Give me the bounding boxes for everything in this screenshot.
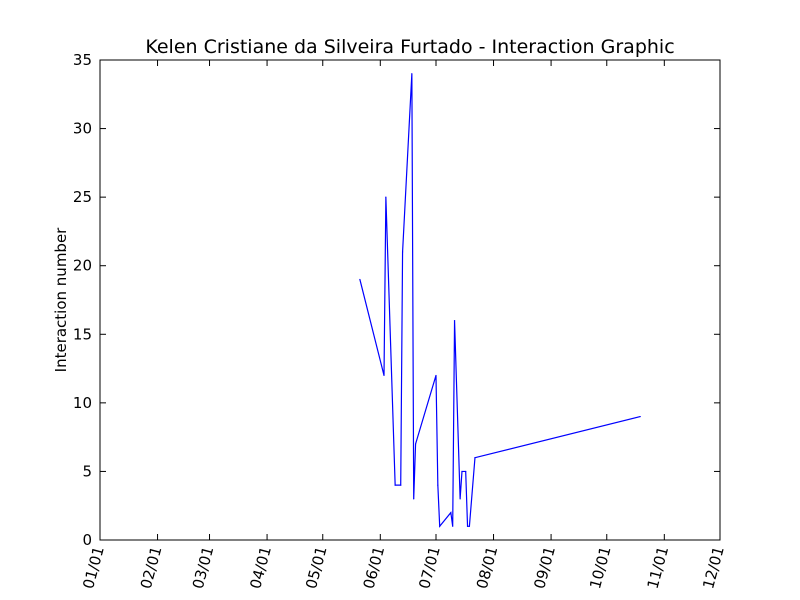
- data-point: [414, 443, 417, 445]
- data-point: [450, 511, 452, 514]
- x-tick-label: 09/01: [530, 544, 559, 590]
- series-line: [359, 73, 641, 528]
- x-tick-label: 06/01: [360, 544, 389, 590]
- y-axis-label: Interaction number: [52, 227, 70, 373]
- data-point: [452, 525, 454, 527]
- x-tick-label: 12/01: [699, 544, 728, 590]
- y-tick-label: 10: [73, 394, 92, 412]
- x-axis: 01/01 02/01 03/01 04/01 05/01 06/01 07/01 08/01…: [79, 60, 728, 591]
- data-point: [437, 484, 439, 486]
- x-tick-label: 05/01: [302, 544, 331, 590]
- data-point: [411, 73, 413, 75]
- x-tick-label: 02/01: [137, 544, 166, 590]
- y-tick-label: 30: [73, 120, 92, 138]
- data-point: [413, 498, 415, 500]
- data-point: [474, 457, 476, 459]
- y-tick-label: 25: [73, 188, 92, 206]
- data-point: [639, 415, 641, 418]
- x-tick-label: 04/01: [246, 544, 275, 590]
- series-group: [359, 73, 641, 528]
- plot-frame: [99, 59, 721, 541]
- data-point: [468, 525, 471, 527]
- data-point: [439, 525, 441, 527]
- data-point: [453, 319, 456, 322]
- y-tick-label: 0: [82, 531, 92, 549]
- data-point: [394, 484, 396, 486]
- y-axis: 0 5 10 15 20 25 30 35: [73, 51, 720, 549]
- x-tick-label: 11/01: [644, 544, 673, 590]
- data-point: [465, 470, 467, 473]
- y-tick-label: 20: [73, 257, 92, 275]
- data-point: [459, 498, 461, 500]
- y-tick-label: 5: [82, 462, 92, 480]
- data-point: [400, 484, 402, 486]
- x-tick-label: 10/01: [586, 544, 615, 590]
- x-tick-label: 08/01: [473, 544, 502, 590]
- data-point: [435, 374, 437, 377]
- y-tick-label: 35: [73, 51, 92, 69]
- data-point: [401, 251, 404, 253]
- data-point: [466, 525, 469, 527]
- data-point: [383, 374, 385, 377]
- data-point: [359, 278, 361, 281]
- x-tick-label: 03/01: [189, 544, 218, 590]
- data-point: [461, 470, 463, 473]
- x-tick-label: 01/01: [79, 544, 108, 590]
- data-point: [385, 196, 387, 198]
- x-tick-label: 07/01: [415, 544, 444, 590]
- y-tick-label: 15: [73, 325, 92, 343]
- chart-title: Kelen Cristiane da Silveira Furtado - In…: [145, 36, 674, 58]
